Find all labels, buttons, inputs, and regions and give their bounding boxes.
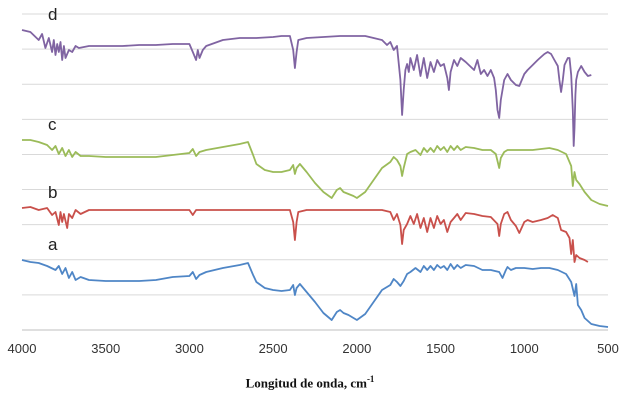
curve-label-a: a [48,235,58,254]
series-b-line [21,206,589,263]
x-axis-label-text: Longitud de onda, cm [245,375,367,391]
x-axis-label: Longitud de onda, cm-1 [0,374,620,391]
x-tick-label: 4000 [8,341,37,356]
x-tick-label: 3000 [175,341,204,356]
series-a-line [21,259,609,328]
series-c-line [22,139,609,207]
x-tick-label: 1500 [426,341,455,356]
curve-labels: a b c d [48,5,58,254]
x-tick-label: 3500 [91,341,120,356]
x-tick-labels: 4000 3500 3000 2500 2000 1500 1000 500 [8,341,619,356]
x-axis-label-superscript: -1 [366,374,375,384]
curve-label-c: c [48,115,57,134]
x-tick-label: 2000 [342,341,371,356]
curve-label-b: b [48,183,57,202]
x-tick-label: 1000 [510,341,539,356]
x-tick-label: 500 [597,341,619,356]
x-tick-label: 2500 [259,341,288,356]
series-layer [21,29,609,328]
series-d-line [21,29,592,147]
curve-label-d: d [48,5,57,24]
gridlines [22,13,608,296]
